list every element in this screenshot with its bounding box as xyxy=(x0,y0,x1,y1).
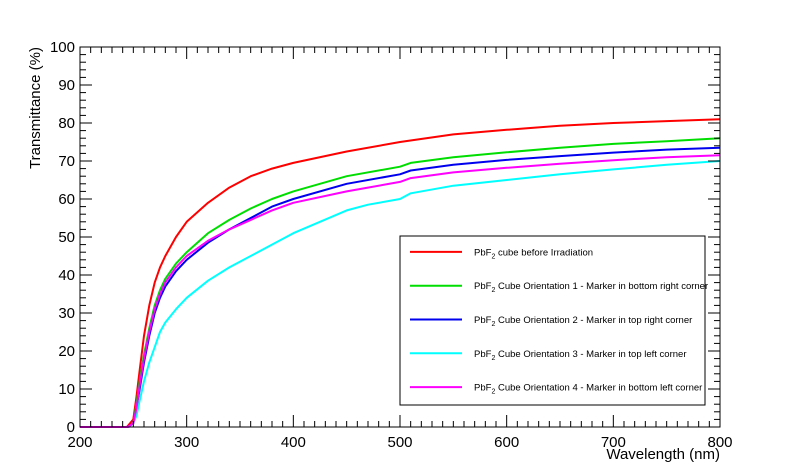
y-tick-label: 90 xyxy=(58,77,75,94)
series-layer xyxy=(80,118,721,428)
y-tick-label: 60 xyxy=(58,191,75,208)
legend-label-2: PbF2 Cube Orientation 1 - Marker in bott… xyxy=(474,281,708,294)
x-tick-label: 400 xyxy=(281,434,306,451)
x-tick-label: 800 xyxy=(707,434,732,451)
legend-label-4: PbF2 Cube Orientation 3 - Marker in top … xyxy=(474,349,687,362)
y-tick-label: 30 xyxy=(58,305,75,322)
legend-label-5: PbF2 Cube Orientation 4 - Marker in bott… xyxy=(474,383,702,396)
legend-label-3: PbF2 Cube Orientation 2 - Marker in top … xyxy=(474,315,692,328)
y-tick-label: 0 xyxy=(67,419,75,436)
x-tick-label: 500 xyxy=(387,434,412,451)
y-tick-label: 70 xyxy=(58,153,75,170)
series-line-4 xyxy=(80,160,721,428)
x-tick-label: 300 xyxy=(174,434,199,451)
y-tick-label: 20 xyxy=(58,343,75,360)
y-tick-label: 80 xyxy=(58,115,75,132)
y-tick-label: 10 xyxy=(58,381,75,398)
x-tick-label: 200 xyxy=(67,434,92,451)
y-tick-label: 50 xyxy=(58,229,75,246)
y-axis-title: Transmittance (%) xyxy=(27,47,44,169)
series-line-5 xyxy=(80,154,721,428)
series-line-1 xyxy=(80,118,721,428)
legend-label-1: PbF2 cube before Irradiation xyxy=(474,247,593,260)
x-tick-label: 700 xyxy=(601,434,626,451)
axes-layer: 200 300 400 500 600 700 800 0 10 20 30 40 50 60 70 80 90… xyxy=(50,39,733,451)
y-tick-label: 40 xyxy=(58,267,75,284)
x-tick-label: 600 xyxy=(494,434,519,451)
x-axis-title: Wavelength (nm) xyxy=(606,446,720,463)
legend: PbF2 cube before Irradiation PbF2 Cube Or… xyxy=(399,235,708,406)
y-tick-label: 100 xyxy=(50,39,75,56)
